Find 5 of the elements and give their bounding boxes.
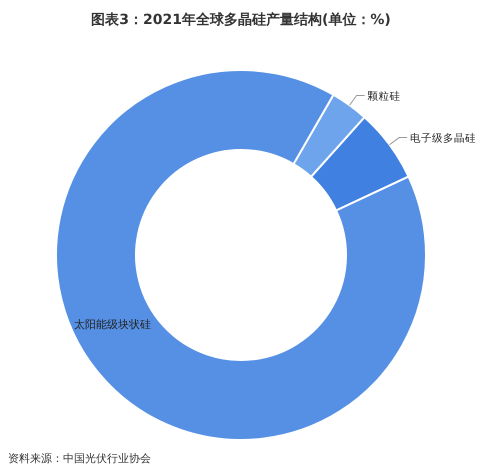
slice-label: 电子级多晶硅: [410, 132, 476, 145]
chart-title: 图表3：2021年全球多晶硅产量结构(单位：%): [91, 11, 391, 28]
text: 资料来源：中国光伏行业协会: [8, 452, 151, 465]
slice-label: 太阳能级块状硅: [74, 318, 152, 332]
slice-label: 颗粒硅: [368, 90, 401, 102]
